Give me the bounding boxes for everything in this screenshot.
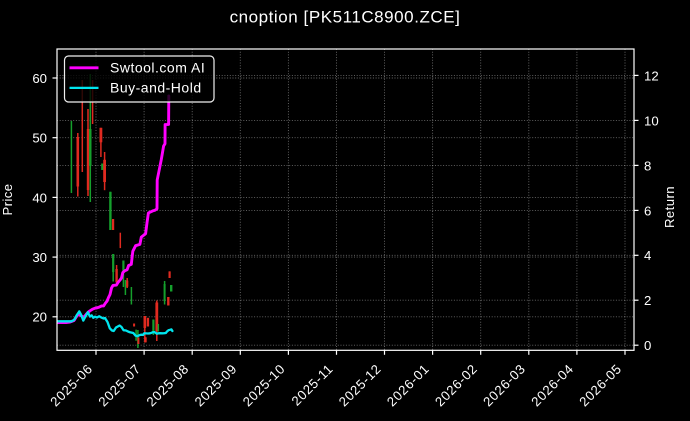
- svg-text:20: 20: [32, 310, 47, 325]
- svg-text:30: 30: [32, 250, 47, 265]
- svg-text:12: 12: [644, 68, 659, 83]
- svg-text:10: 10: [644, 113, 659, 128]
- svg-text:cnoption [PK511C8900.ZCE]: cnoption [PK511C8900.ZCE]: [230, 8, 461, 27]
- svg-text:Buy-and-Hold: Buy-and-Hold: [110, 80, 202, 96]
- svg-text:4: 4: [644, 248, 651, 263]
- svg-text:50: 50: [32, 131, 47, 146]
- svg-text:8: 8: [644, 158, 651, 173]
- svg-text:6: 6: [644, 203, 651, 218]
- svg-text:Price: Price: [0, 183, 15, 215]
- svg-text:0: 0: [644, 338, 651, 353]
- svg-text:2: 2: [644, 293, 651, 308]
- svg-text:40: 40: [32, 190, 47, 205]
- svg-text:Return: Return: [662, 186, 677, 228]
- svg-text:60: 60: [32, 71, 47, 86]
- svg-text:Swtool.com AI: Swtool.com AI: [110, 60, 205, 76]
